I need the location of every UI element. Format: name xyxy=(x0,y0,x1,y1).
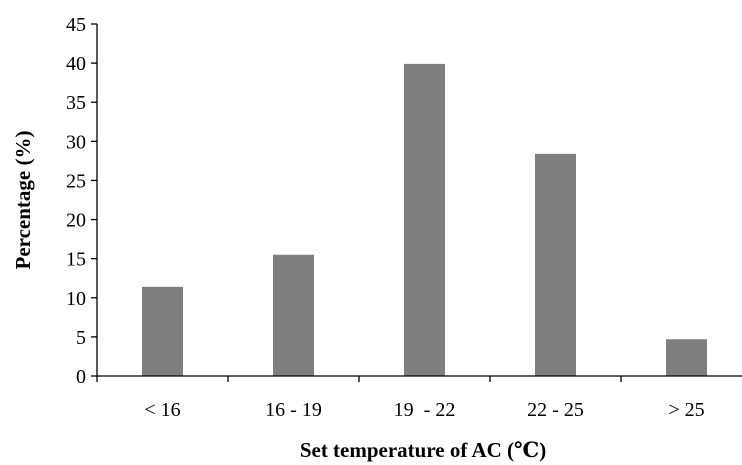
x-axis: < 16 16 - 19 19 - 22 22 - 25 > 25 xyxy=(96,375,742,421)
bar-2 xyxy=(404,63,445,376)
bar-0 xyxy=(142,286,183,376)
y-axis: 0 5 10 15 20 25 30 35 40 45 xyxy=(66,14,98,388)
y-axis-title: Percentage (%) xyxy=(11,131,35,270)
y-tick-label-3: 15 xyxy=(66,249,86,271)
y-tick-label-0: 0 xyxy=(76,366,86,388)
x-tick-label-1: 16 - 19 xyxy=(265,399,322,421)
y-tick-label-2: 10 xyxy=(66,288,86,310)
x-tick-label-2: 19 - 22 xyxy=(394,399,456,421)
y-tick-label-1: 5 xyxy=(76,327,86,349)
y-tick-label-5: 25 xyxy=(66,170,86,192)
y-tick-label-6: 30 xyxy=(66,131,86,153)
y-tick-label-8: 40 xyxy=(66,53,86,75)
x-tick-label-4: > 25 xyxy=(668,399,704,421)
y-tick-label-4: 20 xyxy=(66,210,86,232)
bar-4 xyxy=(666,339,707,376)
bar-3 xyxy=(535,153,576,376)
x-tick-label-0: < 16 xyxy=(144,399,180,421)
bars xyxy=(142,63,707,376)
y-tick-label-7: 35 xyxy=(66,92,86,114)
x-axis-title: Set temperature of AC (℃) xyxy=(300,438,546,462)
y-tick-label-9: 45 xyxy=(66,14,86,36)
x-tick-label-3: 22 - 25 xyxy=(527,399,584,421)
bar-1 xyxy=(273,254,314,376)
